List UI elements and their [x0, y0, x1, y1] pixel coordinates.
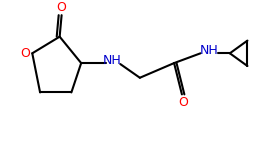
Text: NH: NH: [200, 44, 219, 57]
Text: O: O: [21, 47, 30, 60]
Text: O: O: [178, 96, 188, 109]
Text: O: O: [57, 1, 66, 14]
Text: NH: NH: [103, 54, 122, 67]
